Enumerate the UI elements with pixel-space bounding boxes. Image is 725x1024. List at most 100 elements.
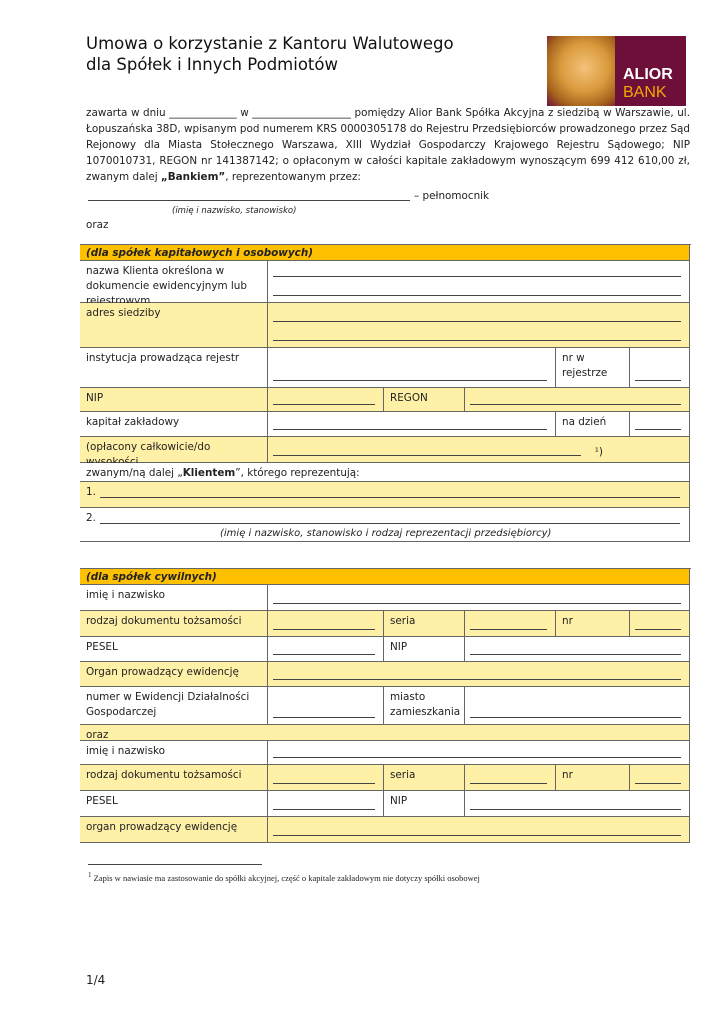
fill-line[interactable]	[273, 380, 547, 381]
table1-header: (dla spółek kapitałowych i osobowych)	[80, 245, 690, 261]
civil-partnership-table: (dla spółek cywilnych) imię i nazwisko rod…	[80, 568, 691, 843]
pesel2-input[interactable]	[268, 791, 384, 817]
capital-input[interactable]	[268, 412, 556, 437]
registry-input[interactable]	[268, 348, 556, 388]
doc-title-line1: Umowa o korzystanie z Kantoru Walutowego	[86, 34, 454, 53]
rep-1-row[interactable]: 1.	[80, 482, 690, 508]
fill-line[interactable]	[273, 679, 681, 680]
city-input[interactable]	[465, 687, 690, 725]
fill-line[interactable]	[273, 717, 375, 718]
fill-line[interactable]	[273, 455, 581, 456]
table1-header-label: (dla spółek kapitałowych i osobowych)	[86, 247, 313, 259]
as-of-label-label: na dzień	[562, 416, 607, 428]
organ2-row-label: organ prowadzący ewidencję	[86, 821, 238, 833]
registry-no-label: nr w rejestrze	[556, 348, 630, 388]
attorney-caption: (imię i nazwisko, stanowisko)	[172, 206, 297, 216]
fill-line[interactable]	[635, 783, 681, 784]
id-doc2-input[interactable]	[268, 765, 384, 791]
id-doc-row: rodzaj dokumentu tożsamości	[80, 611, 268, 637]
logo-face-icon	[547, 36, 615, 106]
regon-label: REGON	[384, 388, 465, 412]
pesel2-row: PESEL	[80, 791, 268, 817]
table2-header: (dla spółek cywilnych)	[80, 569, 690, 585]
fill-line[interactable]	[100, 523, 680, 524]
series2-label: seria	[384, 765, 465, 791]
city-label-label: miasto zamieszkania	[390, 691, 461, 718]
registry-no-input[interactable]	[630, 348, 690, 388]
company-table: (dla spółek kapitałowych i osobowych) naz…	[80, 244, 691, 542]
organ-row: Organ prowadzący ewidencję	[80, 662, 268, 687]
fill-line[interactable]	[273, 654, 375, 655]
fill-line[interactable]	[273, 603, 681, 604]
nr-input[interactable]	[630, 611, 690, 637]
fill-line[interactable]	[273, 429, 547, 430]
fill-line[interactable]	[470, 783, 547, 784]
fill-line[interactable]	[470, 654, 681, 655]
fill-line[interactable]	[470, 629, 547, 630]
table2-header-label: (dla spółek cywilnych)	[86, 571, 217, 583]
fill-line[interactable]	[470, 404, 681, 405]
logo-text-2: BANK	[623, 84, 667, 101]
alior-bank-logo: ALIOR BANK	[547, 36, 686, 106]
capital-row: kapitał zakładowy	[80, 412, 268, 437]
client-name-input[interactable]	[268, 261, 690, 303]
reg-no-input[interactable]	[268, 687, 384, 725]
nr2-label-label: nr	[562, 769, 573, 781]
fill-line[interactable]	[273, 629, 375, 630]
fill-line[interactable]	[470, 809, 681, 810]
rep-2-row[interactable]: 2. (imię i nazwisko, stanowisko i rodzaj …	[80, 508, 690, 542]
nip-input[interactable]	[268, 388, 384, 412]
paid-input[interactable]: ¹)	[268, 437, 690, 463]
fill-line[interactable]	[100, 497, 680, 498]
attorney-line[interactable]	[88, 200, 410, 201]
organ2-row: organ prowadzący ewidencję	[80, 817, 268, 843]
nr-label: nr	[556, 611, 630, 637]
fill-line[interactable]	[635, 380, 681, 381]
doc-title-line2: dla Spółek i Innych Podmiotów	[86, 55, 338, 74]
nip2-label: NIP	[384, 791, 465, 817]
regon-input[interactable]	[465, 388, 690, 412]
name-input[interactable]	[268, 585, 690, 611]
address-input[interactable]	[268, 303, 690, 348]
fill-line[interactable]	[273, 783, 375, 784]
fill-line[interactable]	[273, 340, 681, 341]
name2-input[interactable]	[268, 741, 690, 765]
id-doc-input[interactable]	[268, 611, 384, 637]
fill-line[interactable]	[470, 717, 681, 718]
intro-text: zawarta w dniu _____________ w _________…	[86, 107, 690, 183]
series2-input[interactable]	[465, 765, 556, 791]
fill-line[interactable]	[273, 295, 681, 296]
series-input[interactable]	[465, 611, 556, 637]
fill-line[interactable]	[273, 276, 681, 277]
organ2-input[interactable]	[268, 817, 690, 843]
as-of-input[interactable]	[630, 412, 690, 437]
footnote-divider	[88, 864, 262, 865]
fill-line[interactable]	[635, 629, 681, 630]
fill-line[interactable]	[273, 404, 375, 405]
fill-line[interactable]	[635, 429, 681, 430]
city-label: miasto zamieszkania	[384, 687, 465, 725]
pesel-input[interactable]	[268, 637, 384, 662]
regon-label-label: REGON	[390, 392, 428, 404]
nip-label-label: NIP	[390, 641, 408, 653]
pesel-row: PESEL	[80, 637, 268, 662]
registry-row: instytucja prowadząca rejestr	[80, 348, 268, 388]
address-row-label: adres siedziby	[86, 307, 161, 319]
client-name-row: nazwa Klienta określona w dokumencie ewi…	[80, 261, 268, 307]
nip-input[interactable]	[465, 637, 690, 662]
name2-row: imię i nazwisko	[80, 741, 268, 765]
fill-line[interactable]	[273, 321, 681, 322]
nr2-input[interactable]	[630, 765, 690, 791]
organ-input[interactable]	[268, 662, 690, 687]
id-doc2-row-label: rodzaj dokumentu tożsamości	[86, 769, 242, 781]
id-doc-row-label: rodzaj dokumentu tożsamości	[86, 615, 242, 627]
nip2-label-label: NIP	[390, 795, 408, 807]
capital-row-label: kapitał zakładowy	[86, 416, 180, 428]
fill-line[interactable]	[273, 835, 681, 836]
name-row: imię i nazwisko	[80, 585, 268, 611]
fill-line[interactable]	[273, 809, 375, 810]
fill-line[interactable]	[273, 757, 681, 758]
client-rep-row: zwanym/ną dalej „Klientem”, którego repr…	[80, 463, 690, 482]
id-doc2-row: rodzaj dokumentu tożsamości	[80, 765, 268, 791]
nip2-input[interactable]	[465, 791, 690, 817]
